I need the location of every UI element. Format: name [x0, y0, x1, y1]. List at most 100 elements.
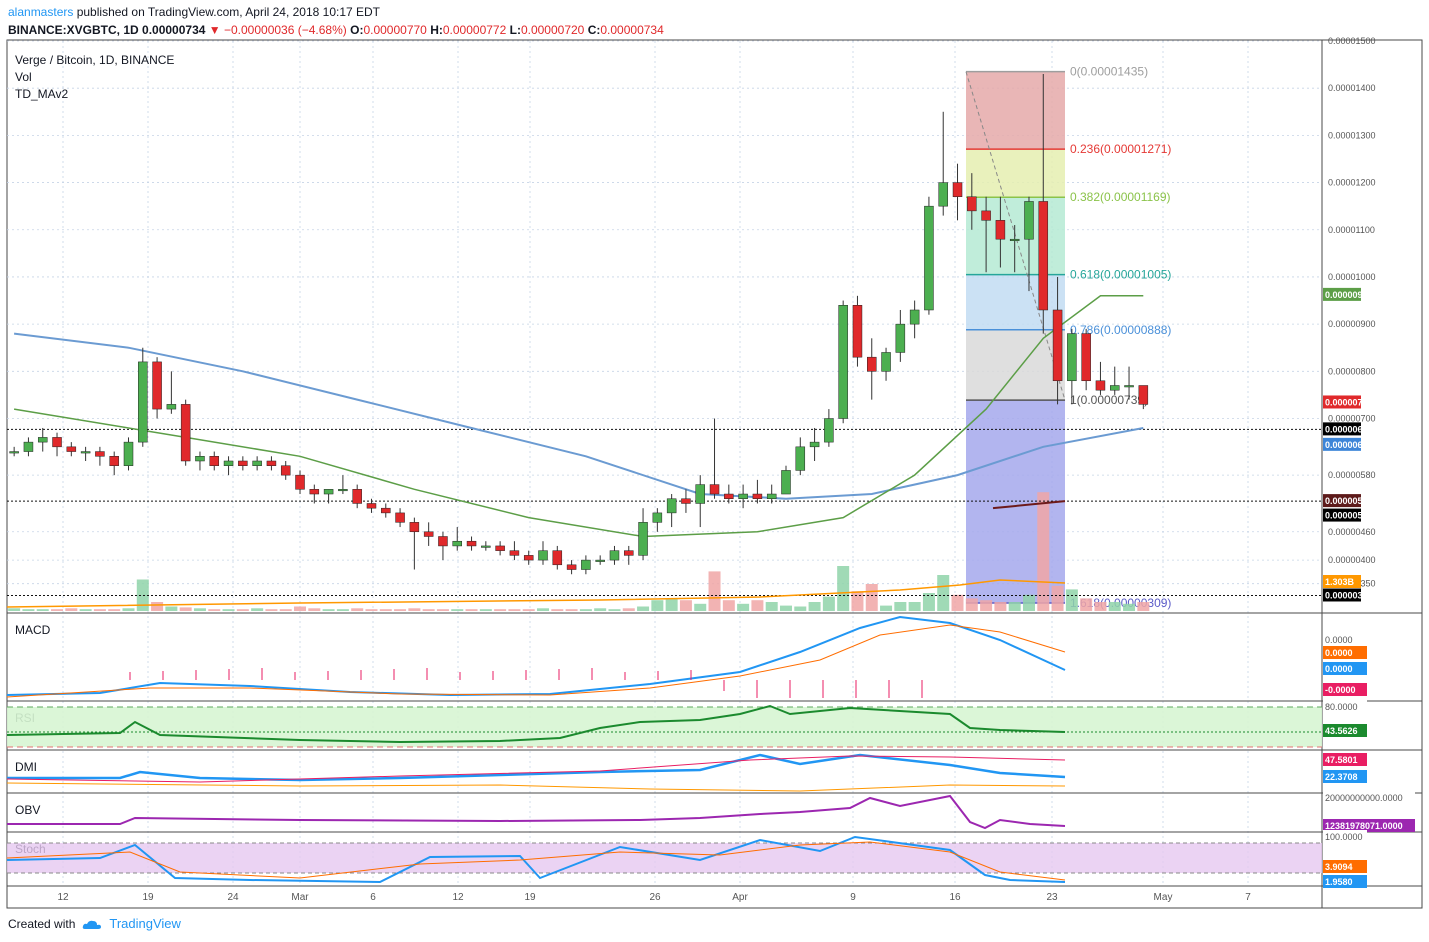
- price-axis-tick: 0.00001400: [1328, 83, 1376, 93]
- volume-bar: [351, 608, 364, 611]
- moving-averages: [6, 295, 1144, 608]
- candle-body: [1009, 238, 1020, 241]
- price-axis-tick: 0.00001100: [1328, 225, 1375, 235]
- candle-body: [223, 460, 234, 466]
- volume-bar: [537, 608, 550, 611]
- price-badge: [1323, 287, 1361, 301]
- rsi-line: [6, 704, 1066, 744]
- volume-bar: [937, 575, 950, 611]
- candle-body: [509, 550, 520, 556]
- time-axis-tick: 19: [524, 892, 536, 903]
- price-axis-tick: 0.00000800: [1328, 366, 1376, 376]
- candle-body: [766, 493, 777, 499]
- volume-bar: [722, 600, 735, 611]
- volume-bar: [751, 600, 764, 611]
- volume-bar: [579, 609, 592, 611]
- candle-body: [566, 564, 577, 570]
- volume-bar: [436, 609, 449, 611]
- candle-body: [795, 446, 806, 471]
- footer: Created with TradingView: [8, 915, 181, 933]
- indicator-badge: [1323, 633, 1367, 646]
- volume-bar: [336, 609, 349, 611]
- indicator-badge: [1323, 875, 1367, 888]
- volume-bar: [1065, 589, 1078, 611]
- close-label: C:: [587, 23, 601, 37]
- candle-body: [924, 205, 934, 311]
- volume-bar: [422, 609, 435, 611]
- volume-bar: [451, 609, 464, 611]
- chart-canvas[interactable]: 0(0.00001435) 0.236(0.00001271) 0.382(0.00…: [0, 0, 1429, 912]
- volume-bar: [737, 603, 750, 611]
- low-value: 0.00000720: [520, 23, 585, 37]
- volume-bar: [294, 606, 307, 611]
- candle-body: [352, 489, 362, 504]
- candle-body: [37, 437, 48, 443]
- horizontal-lines[interactable]: [7, 428, 1322, 596]
- pane-title-macd: MACD: [15, 623, 51, 637]
- candle-body: [1052, 309, 1063, 382]
- candle-body: [252, 460, 262, 466]
- candle-body: [952, 182, 963, 197]
- price-badge-text: 0.00000676: [1325, 440, 1373, 450]
- grid-lines: [7, 40, 1322, 886]
- candle-body: [824, 418, 834, 443]
- fib-level-label: 0.786(0.00000888): [1070, 323, 1171, 337]
- volume-bar: [165, 606, 178, 611]
- indicator-badge-text: 12381978071.0000: [1325, 821, 1403, 831]
- volume-bar: [551, 609, 564, 611]
- volume-bar: [965, 598, 978, 611]
- candle-body: [609, 550, 620, 561]
- candle-body: [166, 404, 177, 410]
- time-axis-tick: 12: [452, 892, 464, 903]
- time-axis[interactable]: 12 19 24 Mar 6 12 19 26 Apr 9 16 23 May 7: [57, 892, 1251, 903]
- price-badge: [1323, 422, 1361, 436]
- fib-trend-line: [965, 71, 1066, 401]
- volume-bar: [51, 609, 64, 611]
- candle-body: [1038, 201, 1049, 311]
- candle-body: [381, 507, 391, 514]
- last-price: 0.00000734: [142, 23, 206, 37]
- candle-body: [938, 182, 948, 207]
- time-axis-tick: 24: [227, 892, 239, 903]
- candle-body: [195, 456, 205, 462]
- indicator-badge: [1323, 770, 1367, 783]
- volume-bar: [894, 602, 907, 611]
- volume-bar: [408, 608, 421, 611]
- low-label: L:: [509, 23, 521, 37]
- indicator-panes: MACDRSIDMIOBVStoch0.00000.00000.0000-0.0…: [6, 615, 1415, 888]
- time-axis-tick: Apr: [732, 892, 748, 903]
- time-axis-tick: 7: [1245, 892, 1251, 903]
- candle-body: [1024, 201, 1034, 240]
- volume-bar: [265, 609, 278, 611]
- pane-title-dmi: DMI: [15, 760, 37, 774]
- volume-bar: [108, 609, 121, 611]
- candle-body: [595, 559, 605, 562]
- volume-bar: [665, 598, 678, 611]
- price-badge: [1323, 588, 1361, 602]
- price-badge-text: 0.00000734: [1325, 397, 1373, 407]
- author-link[interactable]: alanmasters: [8, 5, 74, 19]
- volume-bar: [494, 609, 507, 611]
- price-badge-text: 0.00000677: [1325, 424, 1373, 434]
- time-axis-tick: 19: [142, 892, 154, 903]
- tradingview-link[interactable]: TradingView: [109, 916, 181, 931]
- legend-ma: TD_MAv2: [15, 87, 68, 101]
- indicator-badge-text: 100.0000: [1325, 832, 1363, 842]
- legend-vol: Vol: [15, 70, 32, 84]
- candle-body: [967, 196, 977, 212]
- macd-signal-line: [6, 624, 1066, 698]
- volume-bar: [22, 609, 35, 611]
- candle-body: [781, 470, 791, 495]
- candle-body: [495, 545, 505, 551]
- candle-body: [995, 220, 1006, 240]
- price-badge-text: 0.00000325: [1325, 590, 1373, 600]
- indicator-badge-text: 22.3708: [1325, 772, 1358, 782]
- pane-dividers: [7, 612, 1422, 887]
- volume-bar: [379, 609, 392, 611]
- volume-bar: [479, 609, 492, 611]
- price-axis-tick: 0.00000400: [1328, 555, 1376, 565]
- volume-bar: [679, 600, 692, 611]
- time-axis-tick: 9: [850, 892, 856, 903]
- indicator-badge-text: 1.9580: [1325, 877, 1353, 887]
- indicator-badge: [1323, 683, 1367, 696]
